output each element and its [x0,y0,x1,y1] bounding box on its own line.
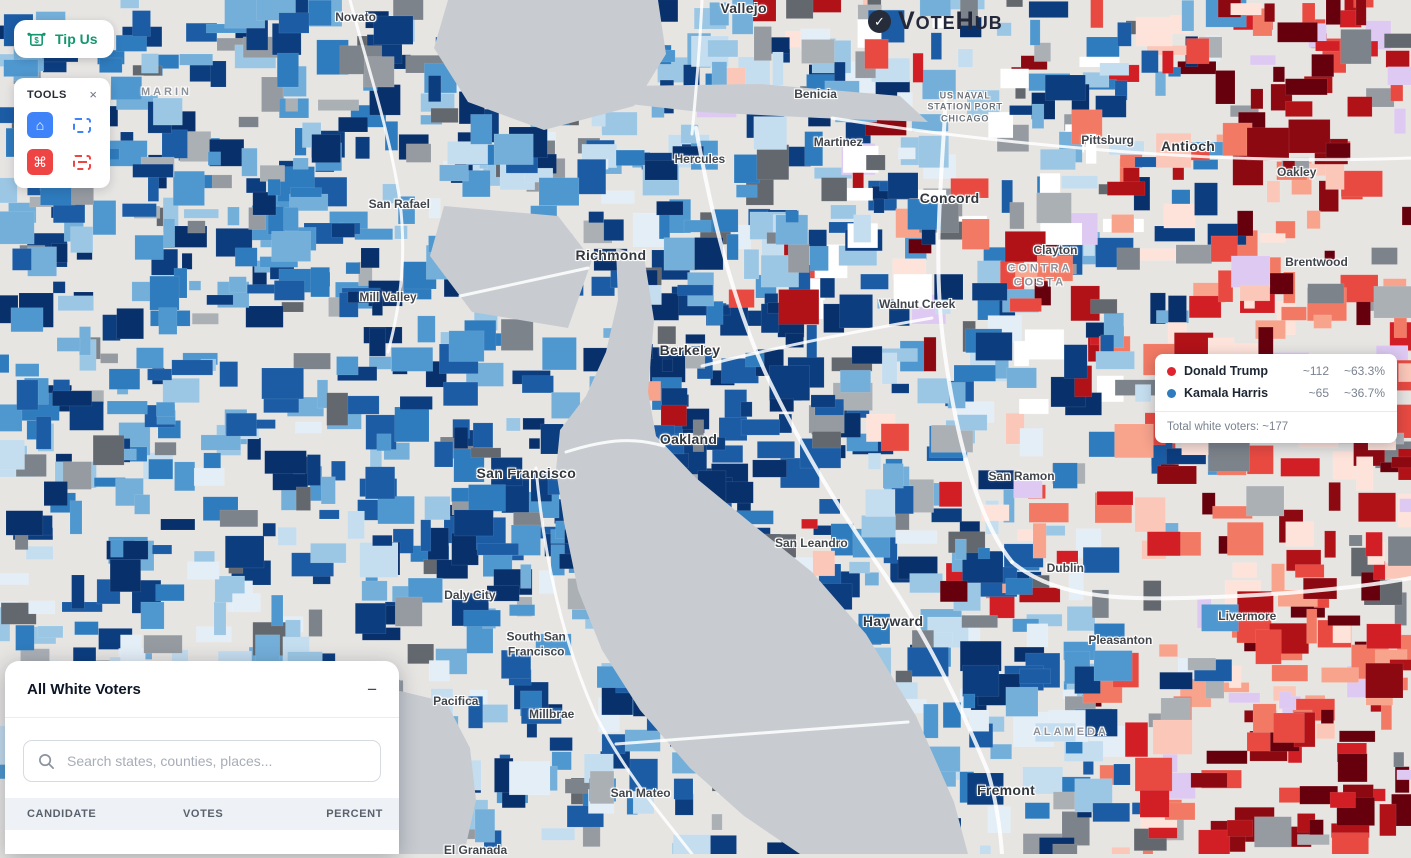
column-header-votes: VOTES [183,808,303,820]
tools-grid: ⌂⌘ [27,112,97,175]
candidate-dot-icon [1167,389,1176,398]
money-wings-icon: $ [26,31,47,48]
tip-us-button[interactable]: $ Tip Us [14,20,114,58]
dash-line [78,161,87,163]
logo-text: VoteHub [898,7,1003,36]
home-tool-button[interactable]: ⌂ [27,112,53,138]
candidate-dot-icon [1167,367,1176,376]
candidate-percent: ~63.3% [1337,364,1385,378]
precinct-hover-tooltip: Donald Trump ~112 ~63.3% Kamala Harris ~65 ~3… [1155,354,1397,443]
candidate-percent: ~36.7% [1337,386,1385,400]
check-circle-icon: ✓ [868,10,891,33]
search-box [23,740,381,782]
search-area [5,718,399,798]
tooltip-row: Kamala Harris ~65 ~36.7% [1155,382,1397,404]
collapse-panel-icon[interactable]: − [367,681,377,698]
candidate-votes: ~112 [1291,364,1329,378]
votehub-logo: ✓ VoteHub [868,7,1003,36]
close-icon[interactable]: × [89,88,97,101]
results-panel-title: All White Voters [27,681,141,698]
command-tool-button[interactable]: ⌘ [27,149,53,175]
tooltip-row: Donald Trump ~112 ~63.3% [1155,360,1397,382]
column-header-candidate: CANDIDATE [27,808,183,820]
svg-text:$: $ [34,35,39,44]
tooltip-rows: Donald Trump ~112 ~63.3% Kamala Harris ~65 ~3… [1155,354,1397,411]
results-panel-header: All White Voters − [5,661,399,718]
search-input[interactable] [65,752,366,770]
tip-us-label: Tip Us [55,31,98,47]
tools-panel: TOOLS × ⌂⌘ [14,78,110,188]
candidate-name: Kamala Harris [1184,386,1283,400]
column-header-percent: PERCENT [303,808,383,820]
candidate-votes: ~65 [1291,386,1329,400]
tools-panel-title: TOOLS [27,89,67,101]
tools-panel-header: TOOLS × [27,88,97,101]
remove-rect-selection-tool[interactable] [73,155,91,170]
search-icon [38,753,55,770]
add-rect-selection-tool[interactable] [73,118,91,133]
candidate-name: Donald Trump [1184,364,1283,378]
tooltip-total: Total white voters: ~177 [1155,411,1397,443]
